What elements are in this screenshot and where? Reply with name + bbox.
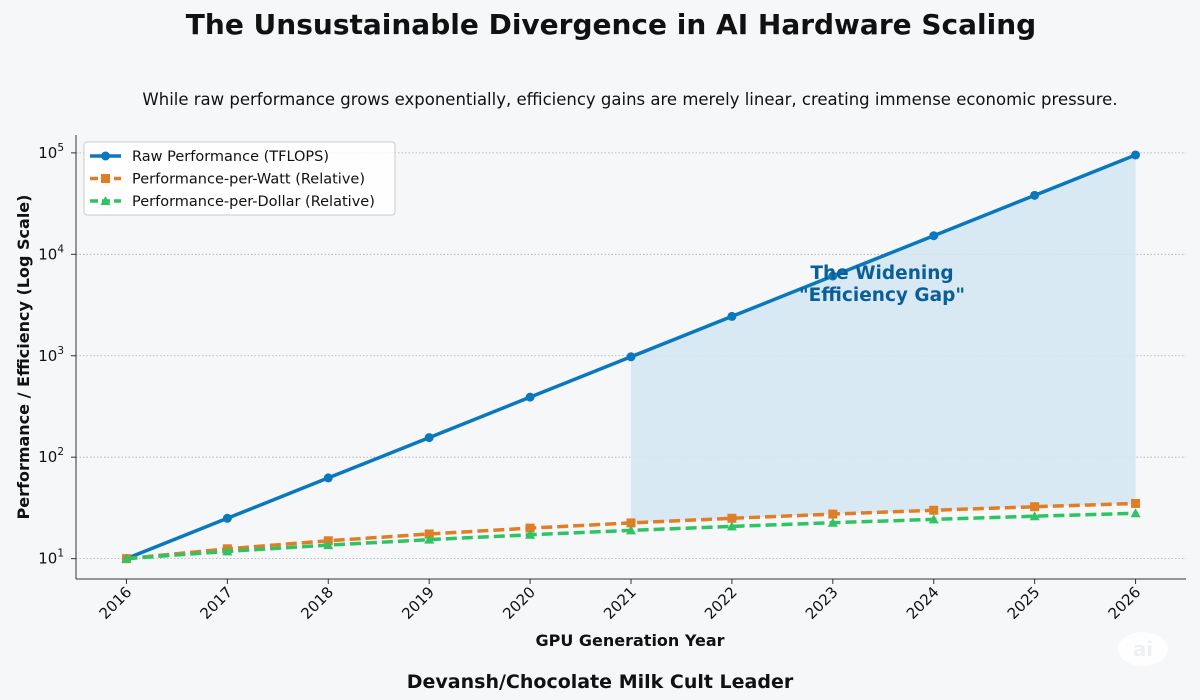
- legend-label: Performance-per-Watt (Relative): [132, 172, 365, 188]
- data-point: [1131, 498, 1141, 508]
- y-axis-label: Performance / Efficiency (Log Scale): [14, 195, 33, 520]
- y-tick-label: 103: [38, 345, 64, 365]
- watermark-logo: ai: [1118, 632, 1168, 666]
- x-tick-label: 2020: [499, 583, 539, 623]
- data-point: [525, 529, 536, 539]
- data-point: [525, 392, 535, 402]
- data-point: [1030, 502, 1040, 512]
- data-point: [626, 518, 636, 528]
- legend-box: [83, 141, 396, 216]
- data-point: [1029, 511, 1040, 521]
- axis-labels: GPU Generation Year Performance / Effici…: [14, 195, 725, 650]
- chart-subtitle: While raw performance grows exponentiall…: [142, 90, 1118, 109]
- gap-area: [631, 154, 1136, 523]
- efficiency-gap-fill: [631, 154, 1136, 523]
- data-point: [626, 352, 636, 362]
- series-1: [121, 150, 1141, 564]
- legend-swatch-marker: [100, 196, 111, 205]
- data-point: [222, 546, 233, 556]
- gap-annotation: The Widening "Efficiency Gap": [799, 263, 965, 306]
- legend-label: Raw Performance (TFLOPS): [132, 149, 329, 165]
- data-point: [828, 509, 838, 519]
- data-point: [323, 540, 334, 550]
- data-point: [827, 517, 838, 527]
- x-tick-label: 2018: [297, 583, 337, 623]
- chart-title: The Unsustainable Divergence in AI Hardw…: [185, 8, 1037, 41]
- data-point: [323, 473, 333, 483]
- data-point: [726, 521, 737, 531]
- y-tick-label: 101: [38, 548, 64, 568]
- legend-swatch-marker: [101, 174, 110, 183]
- data-point: [121, 553, 132, 563]
- x-tick-label: 2024: [903, 583, 943, 623]
- x-tick-label: 2026: [1105, 583, 1145, 623]
- data-point: [928, 514, 939, 524]
- x-tick-label: 2019: [398, 583, 438, 623]
- legend: Raw Performance (TFLOPS) Performance-per-…: [83, 141, 396, 216]
- y-tick-label: 105: [38, 142, 64, 162]
- annotation-line-2: "Efficiency Gap": [799, 285, 965, 306]
- x-axis-label: GPU Generation Year: [535, 631, 724, 650]
- x-tick-label: 2016: [96, 583, 136, 623]
- x-tick-label: 2023: [802, 583, 842, 623]
- data-point: [626, 525, 636, 535]
- data-point: [424, 433, 434, 443]
- data-point: [929, 505, 939, 515]
- legend-label: Performance-per-Dollar (Relative): [132, 194, 375, 210]
- data-point: [1130, 508, 1141, 518]
- series-3: [121, 508, 1141, 563]
- data-point: [424, 534, 435, 544]
- data-point: [424, 529, 434, 539]
- data-point: [1030, 190, 1040, 200]
- x-tick-label: 2022: [701, 583, 741, 623]
- data-point: [727, 311, 737, 321]
- x-tick-label: 2021: [600, 583, 640, 623]
- annotation-line-1: The Widening: [810, 263, 953, 284]
- data-point: [222, 513, 232, 523]
- data-point: [828, 271, 838, 281]
- data-point: [727, 513, 737, 523]
- series-group: [121, 150, 1141, 564]
- x-tick-label: 2017: [196, 583, 236, 623]
- y-tick-label: 102: [38, 446, 64, 466]
- data-point: [525, 523, 535, 533]
- data-point: [1131, 150, 1141, 160]
- legend-swatch-marker: [101, 151, 110, 161]
- footer-credit: Devansh/Chocolate Milk Cult Leader: [406, 671, 794, 693]
- y-tick-label: 104: [38, 243, 64, 263]
- data-point: [929, 231, 939, 241]
- x-tick-label: 2025: [1004, 583, 1044, 623]
